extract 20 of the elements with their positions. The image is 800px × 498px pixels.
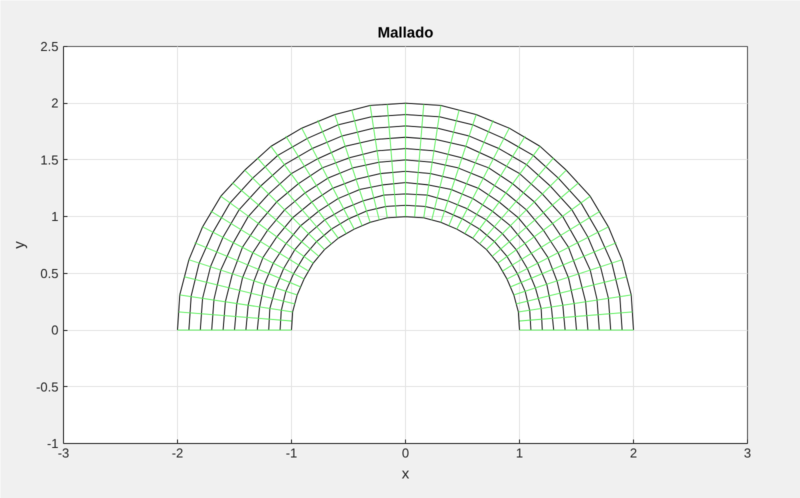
y-axis-title: y (11, 240, 28, 249)
x-tick-label: 2 (630, 446, 638, 460)
x-tick-label: -3 (58, 446, 70, 460)
y-tick-label: 1.5 (40, 152, 59, 168)
y-tick-label: 2.5 (40, 39, 59, 54)
y-tick-label: 2 (51, 96, 59, 111)
y-tick-label: -0.5 (36, 379, 59, 394)
x-tick-label: 0 (402, 446, 410, 460)
line-series (280, 204, 532, 331)
x-tick-label: -2 (172, 446, 184, 460)
y-tick-label: 1 (51, 209, 59, 224)
y-tick-label: 0.5 (40, 266, 59, 281)
x-tick-label: 3 (744, 446, 752, 460)
y-tick-label: -1 (46, 436, 59, 451)
y-tick-label: 0 (51, 322, 59, 338)
x-axis-title: x (402, 466, 410, 482)
line-series (291, 216, 520, 331)
chart-title: Mallado (378, 24, 434, 42)
x-tick-label: 1 (516, 446, 524, 460)
x-tick-label: -1 (286, 446, 298, 460)
